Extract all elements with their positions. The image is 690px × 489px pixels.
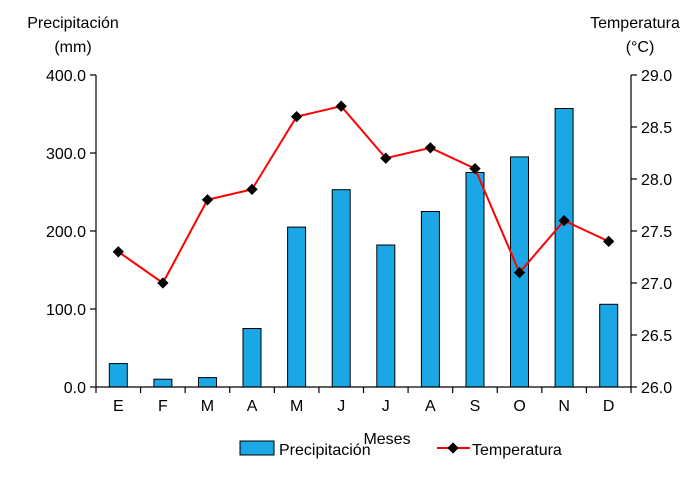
x-tick-label: A: [425, 398, 436, 415]
x-tick-label: S: [470, 398, 481, 415]
left-axis-title-line2: (mm): [54, 39, 91, 56]
x-tick-label: J: [337, 398, 345, 415]
right-axis-title-line1: Temperatura: [590, 15, 680, 32]
temperature-point: [469, 162, 481, 175]
legend-swatch-precipitacion: [239, 440, 275, 456]
temperature-point: [201, 194, 214, 206]
left-tick-label: 300.0: [46, 146, 86, 163]
right-tick-label: 27.5: [641, 224, 672, 241]
bar: [242, 328, 262, 388]
x-tick-label: M: [201, 398, 214, 415]
bar: [554, 108, 574, 388]
x-tick-label: A: [247, 398, 258, 415]
legend-marker-temperatura: [447, 442, 459, 454]
legend-label-temperatura: Temperatura: [472, 442, 562, 459]
x-tick-label: N: [558, 398, 570, 415]
right-tick-label: 26.5: [641, 328, 672, 345]
x-tick-label: F: [158, 398, 168, 415]
temperature-line: [117, 105, 610, 285]
temperature-point: [380, 152, 392, 164]
bar: [331, 189, 351, 388]
legend: Precipitación Temperatura: [239, 440, 562, 459]
left-axis-title-line1: Precipitación: [27, 15, 119, 32]
left-tick-label: 100.0: [46, 302, 86, 319]
bar: [108, 363, 128, 388]
right-tick-label: 27.0: [641, 276, 672, 293]
bar: [153, 378, 173, 388]
right-tick-label: 26.0: [641, 380, 672, 397]
bar: [376, 244, 396, 388]
bar: [420, 211, 440, 388]
temperature-point: [157, 277, 169, 289]
temperature-point: [424, 142, 437, 154]
bar: [287, 226, 307, 388]
tick-labels-group: 0.0 100.0 200.0 300.0 400.0 26.0 26.5 27.0 27.5 2…: [46, 68, 672, 415]
right-tick-label: 28.0: [641, 172, 672, 189]
axes-group: [90, 74, 637, 393]
x-axis-title: Meses: [363, 431, 410, 448]
legend-label-precipitacion: Precipitación: [279, 442, 371, 459]
bar: [198, 377, 217, 388]
left-tick-label: 200.0: [46, 224, 86, 241]
x-tick-label: J: [382, 398, 390, 415]
right-axis-title-line2: (°C): [626, 39, 655, 56]
x-tick-label: E: [113, 398, 124, 415]
left-tick-label: 0.0: [64, 380, 86, 397]
right-tick-label: 28.5: [641, 120, 672, 137]
temperature-point: [603, 235, 615, 248]
temperature-point: [513, 266, 526, 279]
left-tick-label: 400.0: [46, 68, 86, 85]
x-tick-label: D: [603, 398, 615, 415]
right-tick-label: 29.0: [641, 68, 672, 85]
line-series-group: [112, 100, 615, 289]
x-tick-label: M: [290, 398, 303, 415]
bar: [599, 303, 619, 388]
x-tick-label: O: [513, 398, 525, 415]
temperature-point: [290, 110, 303, 123]
temperature-point: [246, 183, 258, 196]
bar: [465, 172, 485, 388]
temperature-point: [558, 214, 570, 227]
